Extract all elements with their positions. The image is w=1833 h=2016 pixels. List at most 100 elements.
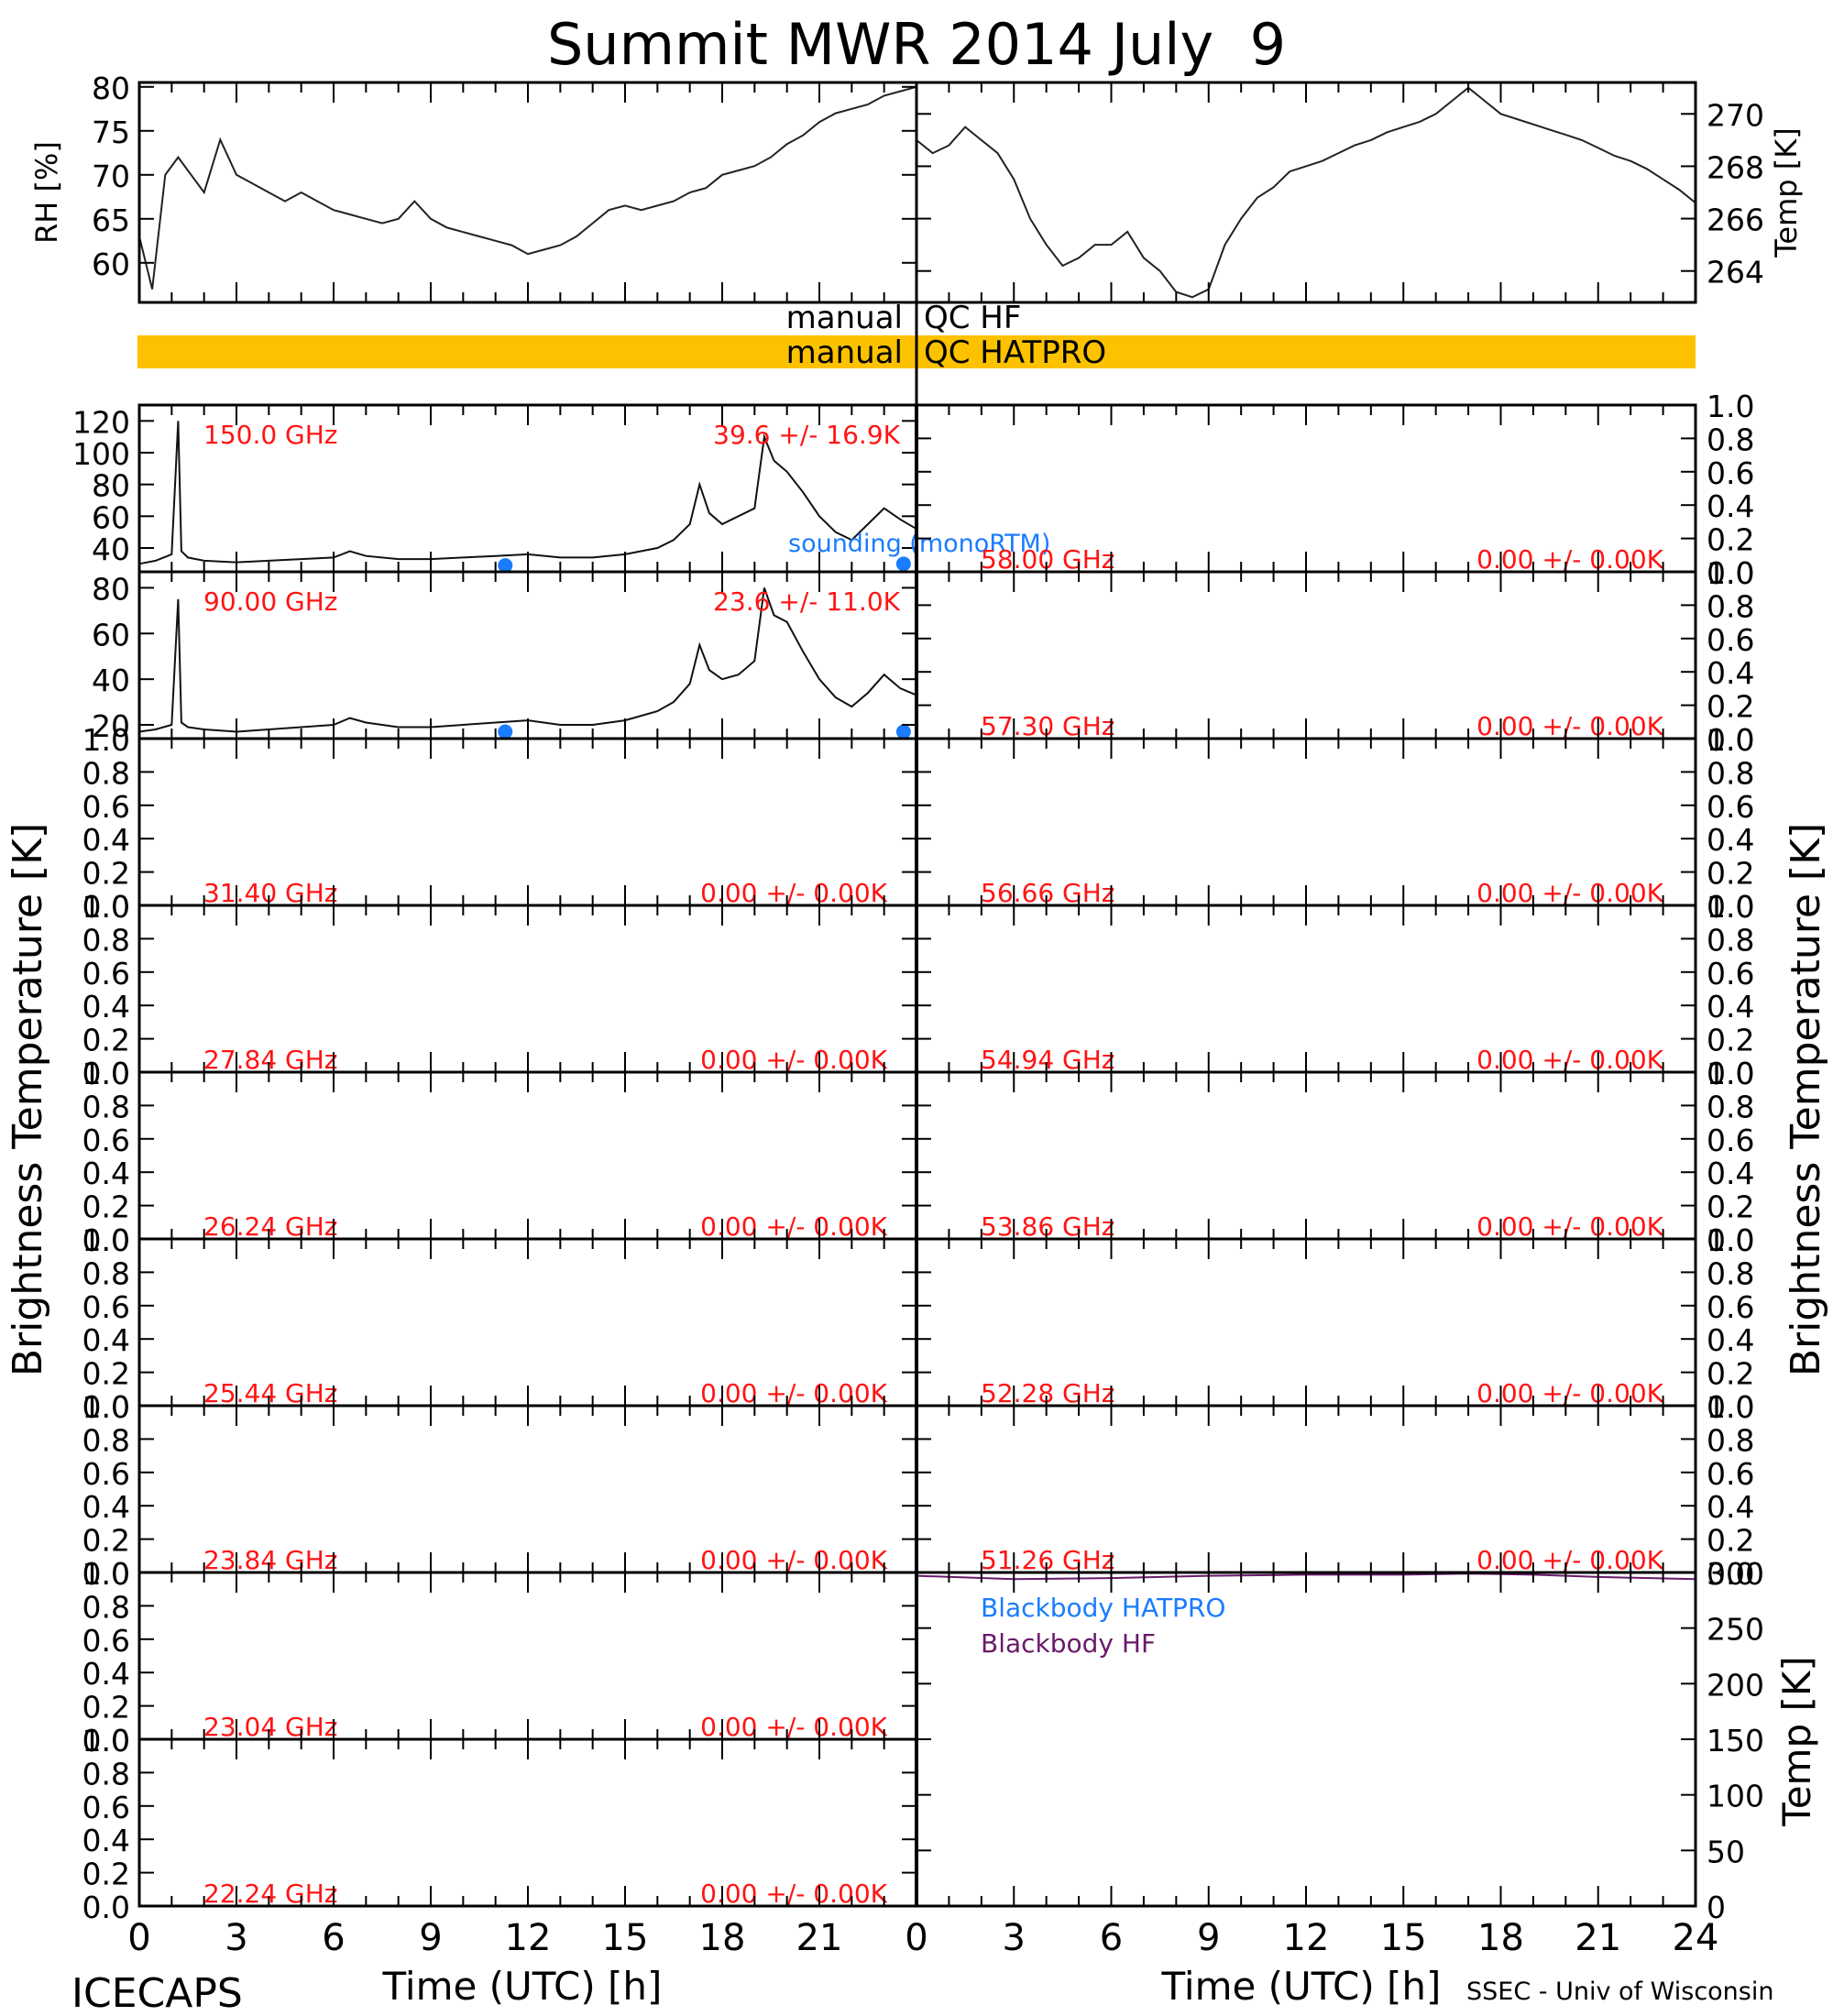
temp-panel-frame: [915, 81, 1697, 304]
left-panel-6-ytick-label: 0.0: [82, 1556, 130, 1592]
right-panel-6-stats-label: 0.00 +/- 0.00K: [1476, 1545, 1663, 1575]
ch150-series-line: [138, 421, 917, 565]
left-panel-2-freq-label: 31.40 GHz: [203, 878, 338, 908]
left-panel-8-ytick-label: 0.4: [82, 1823, 130, 1858]
left-panel-2-ytick-label: 1.0: [82, 722, 130, 758]
x-tick-label-right: 15: [1380, 1917, 1427, 1959]
right-panel-1-stats-label: 0.00 +/- 0.00K: [1476, 711, 1663, 741]
temp-axis-label: Temp [K]: [1769, 127, 1804, 257]
ch90-ytick-label: 80: [92, 571, 130, 607]
sounding-legend-label: sounding (monoRTM): [788, 530, 1050, 558]
right-panel-4-ytick-label: 0.8: [1707, 1089, 1754, 1124]
left-panel-8-freq-label: 22.24 GHz: [203, 1879, 338, 1909]
blackbody-ytick-label: 300: [1707, 1556, 1764, 1592]
ch150-ytick-label: 60: [92, 499, 130, 535]
left-panel-8-ytick-label: 0.6: [82, 1790, 130, 1825]
left-panel-3-ytick-label: 0.4: [82, 989, 130, 1024]
right-panel-4-ytick-label: 0.0: [1707, 1222, 1754, 1258]
right-panel-1-ytick-label: 0.4: [1707, 655, 1754, 691]
right-panel-5-freq-label: 52.28 GHz: [981, 1378, 1115, 1408]
rh-series-line: [138, 85, 917, 290]
left-panel-8-ytick-label: 0.8: [82, 1756, 130, 1791]
left-panel-4-ytick-label: 0.6: [82, 1123, 130, 1158]
ch90-stats-label: 23.6 +/- 11.0K: [713, 586, 900, 617]
left-panel-2-ytick-label: 0.0: [82, 889, 130, 925]
ch150-sounding-point: [895, 556, 911, 572]
ch150-stats-label: 39.6 +/- 16.9K: [713, 420, 900, 450]
left-panel-7-stats-label: 0.00 +/- 0.00K: [700, 1712, 887, 1742]
right-panel-4-ytick-label: 0.6: [1707, 1123, 1754, 1158]
right-panel-6-ytick-label: 0.0: [1707, 1556, 1754, 1592]
left-panel-6-stats-label: 0.00 +/- 0.00K: [700, 1545, 887, 1575]
left-panel-5-ytick-label: 0.2: [82, 1356, 130, 1392]
left-panel-7-ytick-label: 0.6: [82, 1623, 130, 1659]
x-tick-label-left: 12: [505, 1917, 552, 1959]
right-panel-6-ytick-label: 0.4: [1707, 1489, 1754, 1525]
right-panel-3-ytick-label: 0.2: [1707, 1023, 1754, 1058]
right-panel-3-ytick-label: 1.0: [1707, 889, 1754, 925]
rh-ytick-label: 80: [92, 71, 130, 106]
right-panel-2-ytick-label: 0.2: [1707, 856, 1754, 892]
rh-ytick-label: 75: [92, 115, 130, 150]
rh-axis-label: RH [%]: [29, 141, 64, 244]
right-panel-2-ytick-label: 1.0: [1707, 722, 1754, 758]
right-panel-6-freq-label: 51.26 GHz: [981, 1545, 1115, 1575]
temp-ytick-label: 266: [1707, 203, 1764, 238]
x-tick-label-left: 6: [322, 1917, 345, 1959]
ch150-sounding-point: [498, 558, 513, 574]
right-panel-2-ytick-label: 0.6: [1707, 789, 1754, 825]
right-panel-3-ytick-label: 0.8: [1707, 922, 1754, 958]
right-panel-1-ytick-label: 0.2: [1707, 689, 1754, 725]
left-panel-3-freq-label: 27.84 GHz: [203, 1045, 338, 1075]
left-panel-3-ytick-label: 0.2: [82, 1023, 130, 1058]
right-panel-3-ytick-label: 0.0: [1707, 1056, 1754, 1091]
left-panel-6-ytick-label: 0.4: [82, 1489, 130, 1525]
left-panel-3-ytick-label: 0.6: [82, 956, 130, 992]
right-panel-1-ytick-label: 0.6: [1707, 622, 1754, 658]
left-panel-4-freq-label: 26.24 GHz: [203, 1211, 338, 1242]
right-panel-1-freq-label: 57.30 GHz: [981, 711, 1115, 741]
left-panel-6-ytick-label: 0.2: [82, 1523, 130, 1559]
rh-ytick-label: 70: [92, 159, 130, 194]
rh-panel-frame: [137, 81, 918, 304]
right-panel-5-ytick-label: 0.0: [1707, 1389, 1754, 1425]
right-panel-6-ytick-label: 0.8: [1707, 1422, 1754, 1458]
right-panel-4-ytick-label: 1.0: [1707, 1056, 1754, 1091]
qc-hf-label: manual: [786, 300, 903, 336]
left-panel-3-ytick-label: 1.0: [82, 889, 130, 925]
left-panel-5-freq-label: 25.44 GHz: [203, 1378, 338, 1408]
left-panel-8-ytick-label: 0.0: [82, 1890, 130, 1925]
left-panel-7-freq-label: 23.04 GHz: [203, 1712, 338, 1742]
right-panel-6-ytick-label: 1.0: [1707, 1389, 1754, 1425]
left-panel-4-ytick-label: 0.8: [82, 1089, 130, 1124]
right-panel-1-ytick-label: 0.0: [1707, 722, 1754, 758]
right-panel-0-stats-label: 0.00 +/- 0.00K: [1476, 544, 1663, 575]
right-panel-0-ytick-label: 0.8: [1707, 422, 1754, 457]
x-tick-label-right: 0: [905, 1917, 927, 1959]
ch90-sounding-point: [895, 724, 911, 740]
right-panel-1-ytick-label: 0.8: [1707, 588, 1754, 624]
rh-ytick-label: 65: [92, 203, 130, 238]
right-panel-4-ytick-label: 0.2: [1707, 1189, 1754, 1225]
left-panel-7-ytick-label: 0.4: [82, 1656, 130, 1692]
ch90-sounding-point: [498, 724, 513, 740]
right-panel-2-ytick-label: 0.4: [1707, 822, 1754, 858]
left-panel-6-ytick-label: 0.6: [82, 1456, 130, 1492]
left-panel-8-ytick-label: 1.0: [82, 1723, 130, 1759]
qc-hf-label-right: QC HF: [924, 300, 1021, 336]
blackbody-ytick-label: 0: [1707, 1890, 1726, 1925]
x-tick-label-left: 0: [127, 1917, 150, 1959]
right-panel-5-ytick-label: 0.6: [1707, 1289, 1754, 1325]
left-panel-7-ytick-label: 1.0: [82, 1556, 130, 1592]
blackbody-ytick-label: 100: [1707, 1779, 1764, 1814]
left-panel-5-ytick-label: 0.0: [82, 1389, 130, 1425]
x-tick-label-right: 24: [1673, 1917, 1719, 1959]
right-panel-5-ytick-label: 0.8: [1707, 1255, 1754, 1291]
left-panel-7-ytick-label: 0.8: [82, 1589, 130, 1625]
right-panel-0-ytick-label: 0.0: [1707, 555, 1754, 591]
ch90-freq-label: 90.00 GHz: [203, 586, 338, 617]
temp-ytick-label: 264: [1707, 255, 1764, 290]
x-tick-label-right: 9: [1197, 1917, 1220, 1959]
footer-right: SSEC - Univ of Wisconsin: [1466, 1978, 1773, 2006]
